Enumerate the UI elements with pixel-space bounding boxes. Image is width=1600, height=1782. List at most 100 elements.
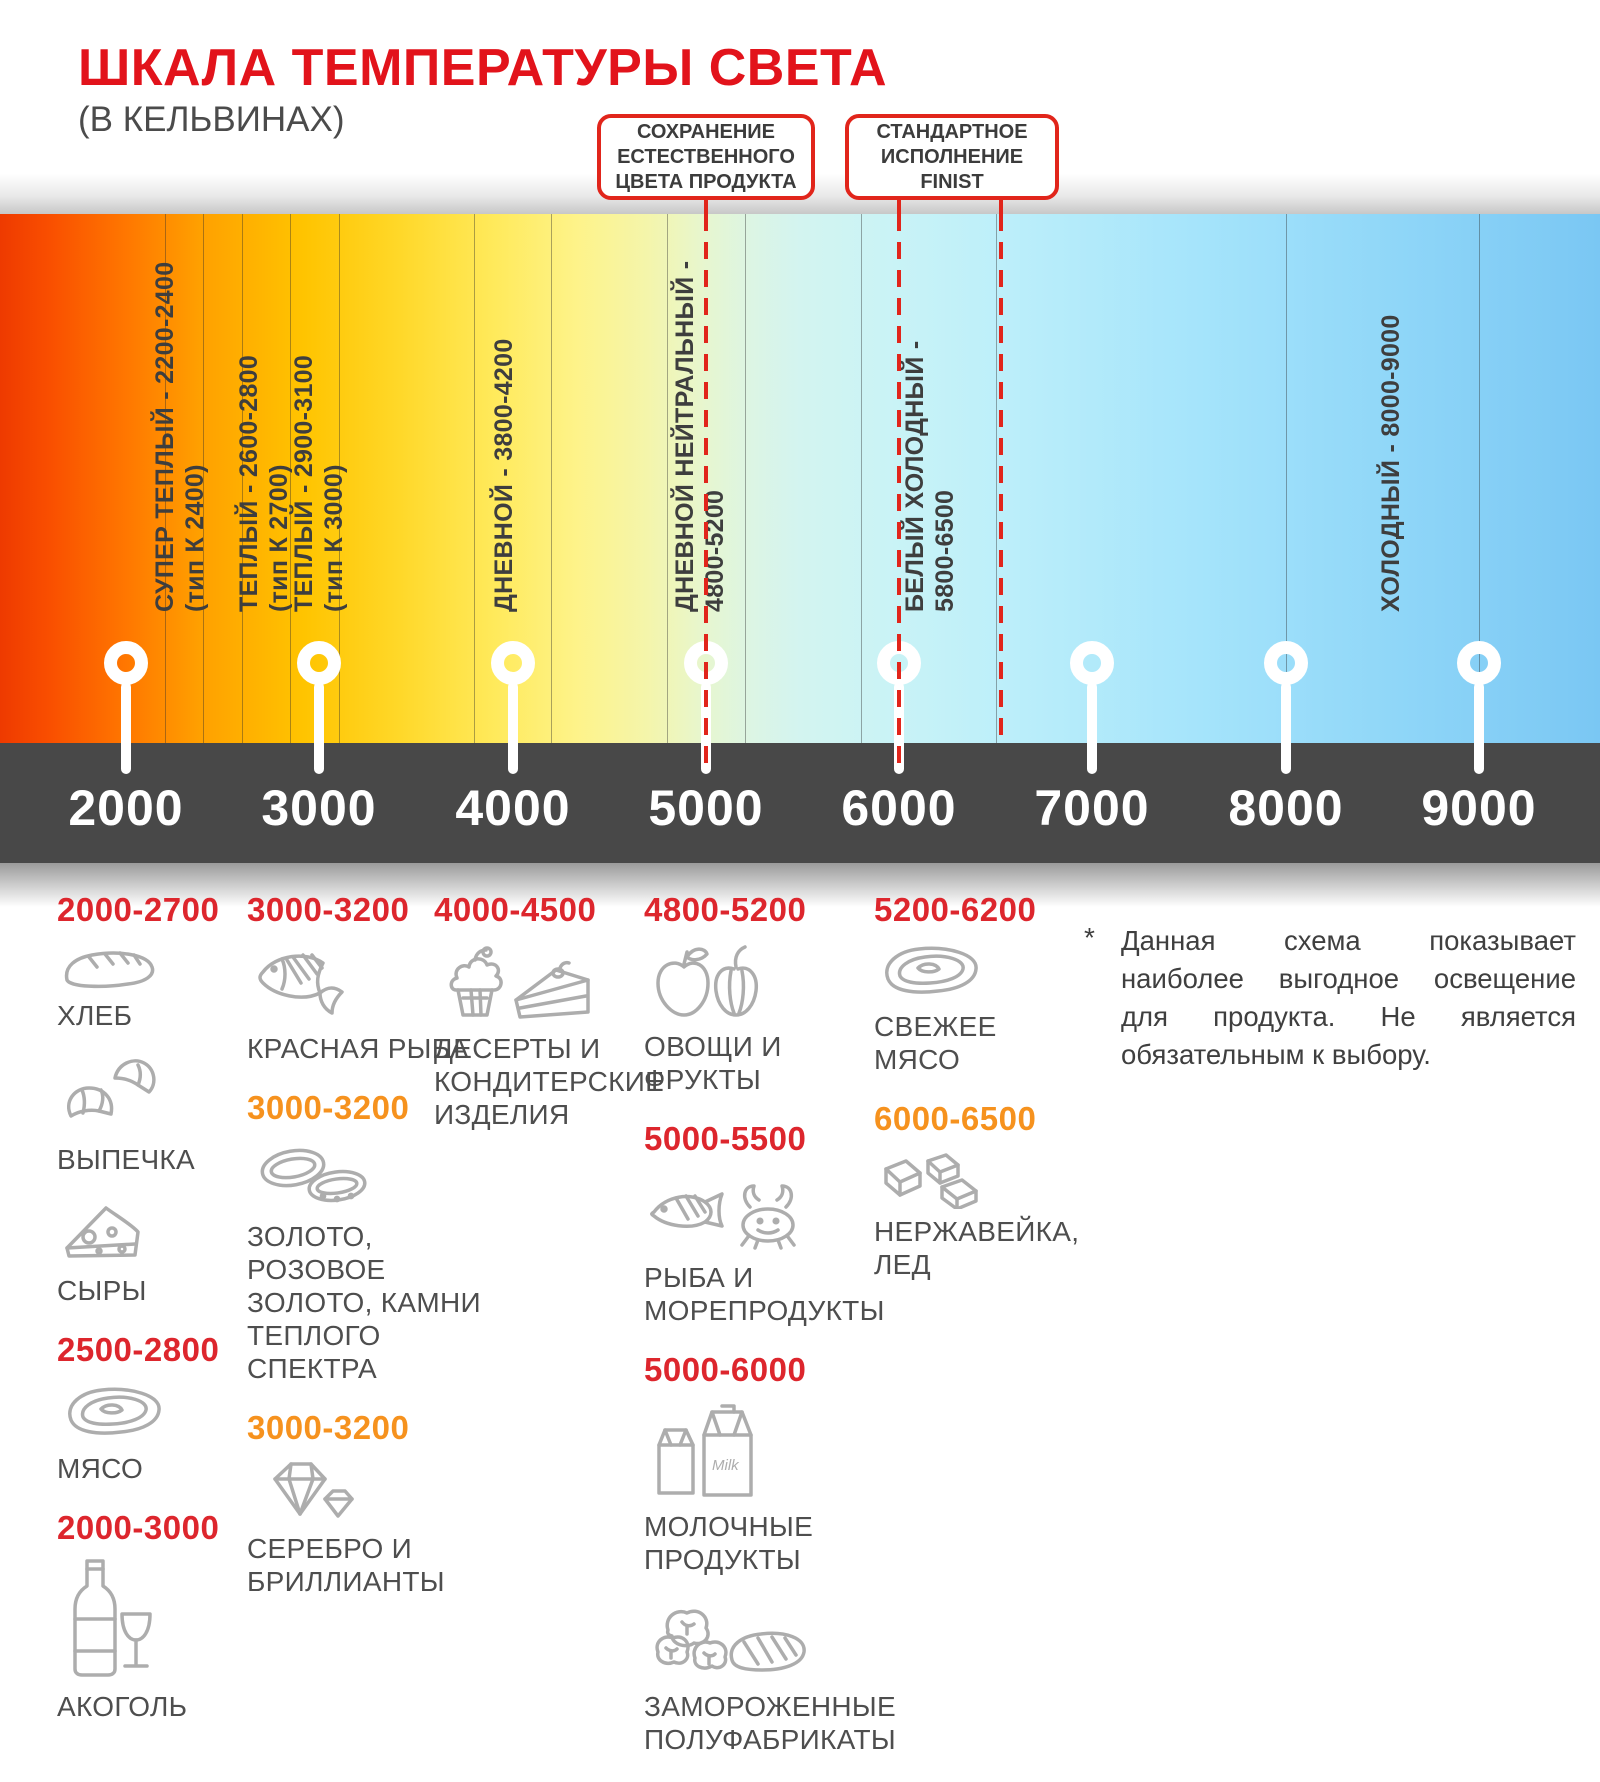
zone-boundary-line — [667, 214, 668, 743]
ice-icon — [874, 1147, 1084, 1210]
axis-shadow — [0, 863, 1600, 907]
category-group: 3000-3200 КРАСНАЯ РЫБА — [247, 893, 487, 1065]
zone-boundary-line — [165, 214, 166, 743]
footnote-asterisk: * — [1084, 922, 1095, 953]
callout-leg — [704, 198, 708, 216]
kelvin-range-heading: 2000-3000 — [57, 1509, 220, 1547]
kelvin-range-heading: 3000-3200 — [247, 1409, 410, 1447]
category-group: 2000-3000 АКОГОЛЬ — [57, 1511, 242, 1723]
category-group: 5000-5500 РЫБА И МОРЕПРОДУКТЫ — [644, 1122, 894, 1327]
desserts-icon — [434, 938, 652, 1026]
category-group: 2500-2800 МЯСО — [57, 1333, 242, 1485]
kelvin-range-heading: 4000-4500 — [434, 891, 597, 928]
kelvin-tick-label: 8000 — [1228, 780, 1344, 836]
zone-boundary-line — [1479, 214, 1480, 743]
kelvin-tick-label: 2000 — [68, 780, 184, 836]
kelvin-range-heading: 5200-6200 — [874, 891, 1037, 928]
category-column: 3000-3200 КРАСНАЯ РЫБА 3000-3200 ЗОЛОТО, РО… — [247, 893, 487, 1624]
zone-label: ДНЕВНОЙ - 3800-4200 — [489, 338, 519, 612]
category-item: ДЕСЕРТЫ И КОНДИТЕРСКИЕ ИЗДЕЛИЯ — [434, 938, 665, 1131]
scale-pin-ring — [1457, 641, 1501, 685]
zone-boundary-line — [339, 214, 340, 743]
zone-label: ХОЛОДНЫЙ - 8000-9000 — [1376, 314, 1406, 612]
zone-label-main: ТЕПЛЫЙ - 2900-3100 — [290, 354, 318, 612]
category-item-label: ХЛЕБ — [57, 1000, 133, 1031]
category-item-label: ВЫПЕЧКА — [57, 1144, 196, 1176]
category-item: ОВОЩИ И ФРУКТЫ — [644, 938, 894, 1096]
zone-boundary-line — [861, 214, 862, 743]
scale-pin-ring — [1264, 641, 1308, 685]
category-column: 4000-4500 ДЕСЕРТЫ И КОНДИТЕРСКИЕ ИЗДЕЛИЯ — [434, 891, 665, 1157]
category-item: КРАСНАЯ РЫБА — [247, 938, 487, 1065]
red-dashed-line — [999, 214, 1003, 742]
zone-label: ТЕПЛЫЙ - 2900-3100 (тип К 3000) — [289, 355, 349, 612]
category-item-label: ДЕСЕРТЫ И КОНДИТЕРСКИЕ ИЗДЕЛИЯ — [434, 1033, 665, 1131]
zone-boundary-line — [203, 214, 204, 743]
vegetables-icon — [644, 938, 894, 1024]
callout-standard-finist: СТАНДАРТНОЕ ИСПОЛНЕНИЕ FINIST — [845, 114, 1059, 200]
zone-boundary-line — [1286, 214, 1287, 743]
category-item-label: ЗАМОРОЖЕННЫЕ ПОЛУФАБРИКАТЫ — [644, 1691, 896, 1756]
category-group: 2000-2700 ХЛЕБ ВЫПЕЧКА СЫРЫ — [57, 893, 242, 1307]
page-title: ШКАЛА ТЕМПЕРАТУРЫ СВЕТА — [78, 39, 888, 97]
category-item-label: ОВОЩИ И ФРУКТЫ — [644, 1031, 782, 1096]
category-group: 4000-4500 ДЕСЕРТЫ И КОНДИТЕРСКИЕ ИЗДЕЛИЯ — [434, 891, 665, 1131]
zone-label: ТЕПЛЫЙ - 2600-2800 (тип К 2700) — [234, 355, 294, 612]
category-item: НЕРЖАВЕЙКА, ЛЕД — [874, 1147, 1084, 1281]
kelvin-range-heading: 2500-2800 — [57, 1331, 220, 1369]
category-column: 5200-6200 СВЕЖЕЕ МЯСО 6000-6500 НЕРЖАВЕЙКА,… — [874, 893, 1084, 1307]
zone-label-main: БЕЛЫЙ ХОЛОДНЫЙ - — [901, 340, 929, 612]
category-item-label: МЯСО — [57, 1453, 144, 1485]
kelvin-tick-label: 3000 — [261, 780, 377, 836]
milk-icon: Milk — [644, 1398, 894, 1504]
category-item: АКОГОЛЬ — [57, 1556, 242, 1723]
zone-label: СУПЕР ТЕПЛЫЙ - 2200-2400 (тип К 2400) — [150, 262, 210, 612]
zone-label-sub: (тип К 3000) — [320, 464, 348, 612]
category-column: 4800-5200 ОВОЩИ И ФРУКТЫ 5000-5500 РЫБА И М… — [644, 893, 896, 1782]
cheese-icon — [57, 1196, 242, 1268]
category-column: 2000-2700 ХЛЕБ ВЫПЕЧКА СЫРЫ 2500-2800 МЯСО 200… — [57, 893, 242, 1749]
category-item-label: СЕРЕБРО И БРИЛЛИАНТЫ — [247, 1533, 445, 1598]
svg-text:Milk: Milk — [712, 1457, 740, 1474]
diamond-icon — [247, 1456, 487, 1526]
zone-boundary-line — [474, 214, 475, 743]
zone-boundary-line — [290, 214, 291, 743]
rings-icon — [247, 1136, 487, 1214]
scale-pin-stem — [508, 682, 518, 774]
zone-boundary-line — [745, 214, 746, 743]
kelvin-tick-label: 5000 — [648, 780, 764, 836]
frozen-icon — [644, 1596, 894, 1684]
category-group: 3000-3200 СЕРЕБРО И БРИЛЛИАНТЫ — [247, 1411, 487, 1598]
category-item-label: ЗОЛОТО, РОЗОВОЕ ЗОЛОТО, КАМНИ ТЕПЛОГО СП… — [247, 1221, 481, 1385]
meat-icon — [57, 1378, 242, 1446]
zone-boundary-line — [242, 214, 243, 743]
zone-label-main: ДНЕВНОЙ НЕЙТРАЛЬНЫЙ - — [671, 260, 699, 612]
red-dashed-line — [704, 214, 708, 774]
zone-label-sub: (тип К 2400) — [181, 464, 209, 612]
bread-icon — [57, 938, 242, 993]
scale-pin-ring — [104, 641, 148, 685]
category-item: СЫРЫ — [57, 1196, 242, 1307]
category-group: 3000-3200 ЗОЛОТО, РОЗОВОЕ ЗОЛОТО, КАМНИ Т… — [247, 1091, 487, 1385]
footnote: * Данная схема показывает наиболее выгод… — [1084, 922, 1576, 1074]
kelvin-range-heading: 6000-6500 — [874, 1100, 1037, 1138]
category-item: ХЛЕБ — [57, 938, 242, 1032]
callout-leg — [897, 198, 901, 216]
scale-pin-stem — [1281, 682, 1291, 774]
red-dashed-line — [897, 214, 901, 774]
category-item-label: СЫРЫ — [57, 1275, 147, 1307]
kelvin-range-heading: 3000-3200 — [247, 891, 410, 928]
category-item: ЗАМОРОЖЕННЫЕ ПОЛУФАБРИКАТЫ — [644, 1596, 896, 1756]
kelvin-range-heading: 4800-5200 — [644, 891, 807, 928]
scale-pin-ring — [297, 641, 341, 685]
category-item-label: МОЛОЧНЫЕ ПРОДУКТЫ — [644, 1511, 814, 1576]
scale-pin-stem — [314, 682, 324, 774]
category-group: 5200-6200 СВЕЖЕЕ МЯСО — [874, 893, 1084, 1076]
zone-label: ДНЕВНОЙ НЕЙТРАЛЬНЫЙ -4800-5200 — [670, 261, 730, 612]
callout-leg — [999, 198, 1003, 216]
kelvin-tick-label: 9000 — [1421, 780, 1537, 836]
category-group: 5000-6000 Milk МОЛОЧНЫЕ ПРОДУКТЫ ЗАМОРОЖЕНН… — [644, 1353, 896, 1756]
scale-pin-ring — [491, 641, 535, 685]
scale-pin-stem — [121, 682, 131, 774]
category-group: 4800-5200 ОВОЩИ И ФРУКТЫ — [644, 893, 894, 1096]
